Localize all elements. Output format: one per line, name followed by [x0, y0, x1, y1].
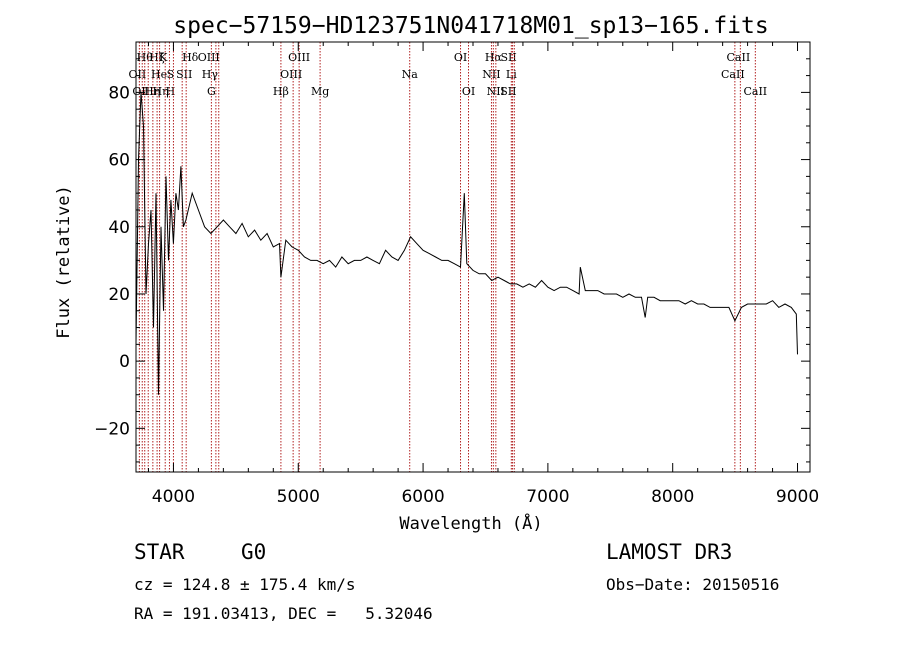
line-label-23: Hα — [485, 51, 503, 64]
redshift-cz: cz = 124.8 ± 175.4 km/s — [134, 575, 356, 594]
line-label-10: SII — [176, 68, 192, 81]
line-label-8: H — [166, 85, 176, 98]
y-tick-label-1: 0 — [119, 352, 130, 372]
x-axis-label: Wavelength (Å) — [399, 512, 542, 534]
ra-dec-coordinates: RA = 191.03413, DEC = 5.32046 — [134, 604, 433, 623]
line-label-11: Hδ — [182, 51, 199, 64]
x-tick-label-3: 7000 — [526, 487, 569, 507]
line-label-24: NII — [487, 85, 505, 98]
line-label-15: Hβ — [273, 85, 289, 98]
line-label-5: He — [151, 68, 167, 81]
line-label-7: K — [159, 51, 168, 64]
line-label-22: NII — [482, 68, 500, 81]
line-label-2: Hθ — [137, 51, 154, 64]
line-label-17: OIII — [288, 51, 310, 64]
line-label-29: CaII — [727, 51, 751, 64]
line-label-0: OII — [129, 68, 147, 81]
line-label-27: SII — [500, 85, 516, 98]
line-label-12: G — [207, 85, 216, 98]
x-tick-label-2: 6000 — [401, 487, 444, 507]
line-label-13: Hγ — [202, 68, 219, 81]
line-label-21: OI — [462, 85, 475, 98]
line-label-1: OII — [132, 85, 150, 98]
line-label-6: Hη — [152, 85, 168, 98]
spectrum-line — [135, 92, 798, 395]
spectral-subclass: G0 — [241, 540, 267, 564]
line-label-20: OI — [454, 51, 467, 64]
line-label-14: OIII — [198, 51, 220, 64]
x-tick-label-1: 5000 — [277, 487, 320, 507]
line-label-18: Mg — [311, 85, 329, 98]
line-label-30: CaII — [743, 85, 767, 98]
survey-name: LAMOST DR3 — [606, 540, 733, 564]
y-tick-label-2: 20 — [108, 285, 130, 305]
line-label-16: OIII — [280, 68, 302, 81]
axis-ticks: 4000 5000 6000 7000 8000 9000 −20 0 20 40 60 80 — [94, 42, 819, 507]
plot-frame — [135, 41, 811, 473]
x-tick-label-0: 4000 — [152, 487, 195, 507]
y-tick-label-0: −20 — [94, 419, 130, 439]
y-tick-label-4: 60 — [108, 151, 130, 171]
x-tick-label-4: 8000 — [651, 487, 694, 507]
line-label-26: SII — [500, 51, 516, 64]
line-label-9: S — [167, 68, 175, 81]
line-label-3: Hη — [144, 85, 160, 98]
object-type: STAR — [134, 540, 185, 564]
line-label-28: CaII — [721, 68, 745, 81]
y-axis-label: Flux (relative) — [54, 185, 74, 339]
y-tick-label-3: 40 — [108, 218, 130, 238]
y-tick-label-5: 80 — [108, 83, 130, 103]
observation-date: Obs−Date: 20150516 — [606, 575, 780, 594]
chart-title: spec−57159−HD123751N041718M01_sp13−165.f… — [173, 13, 768, 39]
x-tick-label-5: 9000 — [776, 487, 819, 507]
line-label-25: Li — [506, 68, 517, 81]
line-label-19: Na — [402, 68, 419, 81]
